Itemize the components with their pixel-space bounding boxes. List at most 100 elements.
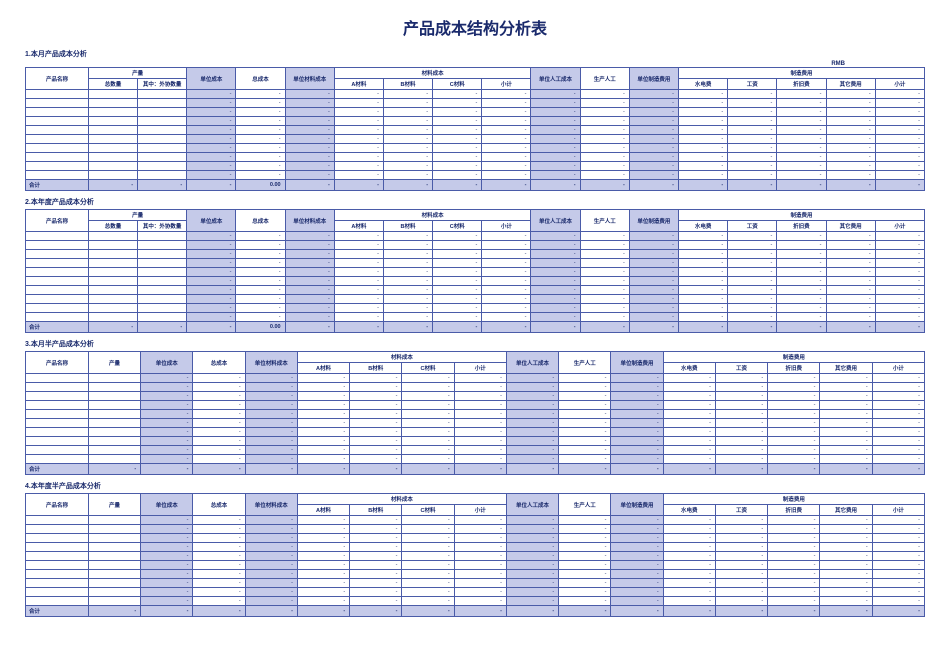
total-cell: - — [141, 606, 193, 617]
cell: - — [334, 99, 383, 108]
cell — [88, 437, 140, 446]
cell: - — [678, 313, 727, 322]
cell: - — [678, 268, 727, 277]
cell: - — [350, 570, 402, 579]
cell: - — [506, 561, 558, 570]
cell: - — [531, 268, 580, 277]
total-cell: - — [334, 180, 383, 191]
th-total-cost: 总成本 — [193, 352, 245, 374]
th-mat-subtotal: 小计 — [482, 221, 531, 232]
section-4-label: 4.本年度半产品成本分析 — [25, 481, 925, 491]
cell: - — [777, 295, 826, 304]
total-cell: - — [715, 464, 767, 475]
cell: - — [454, 374, 506, 383]
cell: - — [820, 597, 872, 606]
cell: - — [433, 232, 482, 241]
cell: - — [728, 153, 777, 162]
cell: - — [872, 525, 924, 534]
cell — [88, 561, 140, 570]
cell: - — [402, 588, 454, 597]
th-product-name: 产品名称 — [26, 352, 89, 374]
th-salary: 工资 — [715, 505, 767, 516]
cell: - — [236, 304, 285, 313]
cell: - — [193, 383, 245, 392]
cell: - — [506, 525, 558, 534]
cell: - — [663, 534, 715, 543]
cell: - — [531, 286, 580, 295]
cell: - — [728, 135, 777, 144]
cell: - — [875, 277, 924, 286]
total-cell: - — [141, 464, 193, 475]
total-cell: - — [433, 180, 482, 191]
cell: - — [245, 437, 297, 446]
cell: - — [777, 286, 826, 295]
cell: - — [580, 250, 629, 259]
cell — [26, 437, 89, 446]
table-row: --------------- — [26, 90, 925, 99]
th-mat-subtotal: 小计 — [482, 79, 531, 90]
th-mfg-subtotal: 小计 — [875, 79, 924, 90]
cell: - — [506, 410, 558, 419]
cell: - — [383, 304, 432, 313]
cell: - — [236, 250, 285, 259]
cell: - — [383, 171, 432, 180]
cell: - — [629, 153, 678, 162]
th-mat-c: C材料 — [433, 221, 482, 232]
total-cell: - — [531, 322, 580, 333]
cell: - — [350, 534, 402, 543]
cell: - — [402, 455, 454, 464]
th-mfg-subtotal: 小计 — [872, 505, 924, 516]
th-mat-b: B材料 — [350, 505, 402, 516]
cell: - — [580, 90, 629, 99]
cell: - — [777, 108, 826, 117]
cell: - — [715, 516, 767, 525]
cell: - — [193, 525, 245, 534]
cell: - — [728, 232, 777, 241]
th-unit-mfg: 单位制造费用 — [629, 210, 678, 232]
cell: - — [193, 428, 245, 437]
cell — [26, 455, 89, 464]
cell: - — [245, 419, 297, 428]
cell: - — [141, 410, 193, 419]
cell: - — [350, 374, 402, 383]
th-material-group: 材料成本 — [334, 68, 531, 79]
total-cell: 0.00 — [236, 180, 285, 191]
cell: - — [297, 446, 349, 455]
cell — [26, 374, 89, 383]
cell — [26, 419, 89, 428]
cell: - — [245, 525, 297, 534]
cell — [88, 383, 140, 392]
cell: - — [872, 383, 924, 392]
th-product-name: 产品名称 — [26, 68, 89, 90]
cell: - — [236, 268, 285, 277]
total-cell: - — [629, 180, 678, 191]
cell: - — [559, 410, 611, 419]
cell: - — [334, 162, 383, 171]
cell: - — [402, 419, 454, 428]
cell: - — [245, 534, 297, 543]
total-cell: - — [875, 180, 924, 191]
cell: - — [433, 295, 482, 304]
total-cell: - — [728, 322, 777, 333]
cell: - — [611, 588, 663, 597]
cell: - — [350, 383, 402, 392]
cell: - — [872, 455, 924, 464]
th-total-cost: 总成本 — [193, 494, 245, 516]
cell: - — [245, 374, 297, 383]
cell: - — [629, 171, 678, 180]
cell: - — [768, 588, 820, 597]
cell — [26, 250, 89, 259]
th-unit-mat-cost: 单位材料成本 — [285, 210, 334, 232]
cell: - — [482, 153, 531, 162]
cell: - — [433, 171, 482, 180]
section-2-label: 2.本年度产品成本分析 — [25, 197, 925, 207]
cell: - — [629, 250, 678, 259]
cell: - — [383, 162, 432, 171]
cell: - — [611, 597, 663, 606]
cell: - — [629, 117, 678, 126]
total-cell: - — [138, 180, 187, 191]
th-salary: 工资 — [728, 221, 777, 232]
cell: - — [454, 401, 506, 410]
th-unit-cost: 单位成本 — [187, 68, 236, 90]
cell: - — [580, 171, 629, 180]
